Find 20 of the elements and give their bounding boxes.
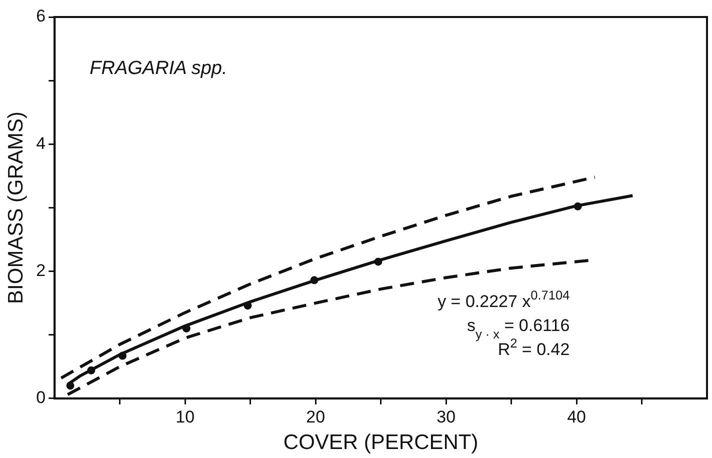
x-tick-label: 10 <box>176 407 195 426</box>
point <box>87 366 96 374</box>
y-tick-label: 6 <box>36 6 46 26</box>
y-tick-label: 4 <box>36 134 46 153</box>
point <box>310 276 318 284</box>
point <box>66 382 74 390</box>
line-series <box>60 176 596 380</box>
y-tick-label: 0 <box>36 388 46 408</box>
x-tick-label: 20 <box>306 407 326 426</box>
x-tick-label: 30 <box>436 407 456 426</box>
text: FRAGARIA spp. <box>90 58 228 79</box>
point <box>244 302 252 310</box>
point <box>374 258 382 266</box>
x-axis-title: COVER (PERCENT) <box>283 431 478 454</box>
line-series <box>66 258 590 396</box>
y-tick-label: 2 <box>36 260 46 280</box>
x-tick-label: 40 <box>567 407 586 426</box>
point <box>574 202 582 210</box>
y-axis-title: BIOMASS (GRAMS) <box>4 111 28 304</box>
point <box>118 352 126 360</box>
